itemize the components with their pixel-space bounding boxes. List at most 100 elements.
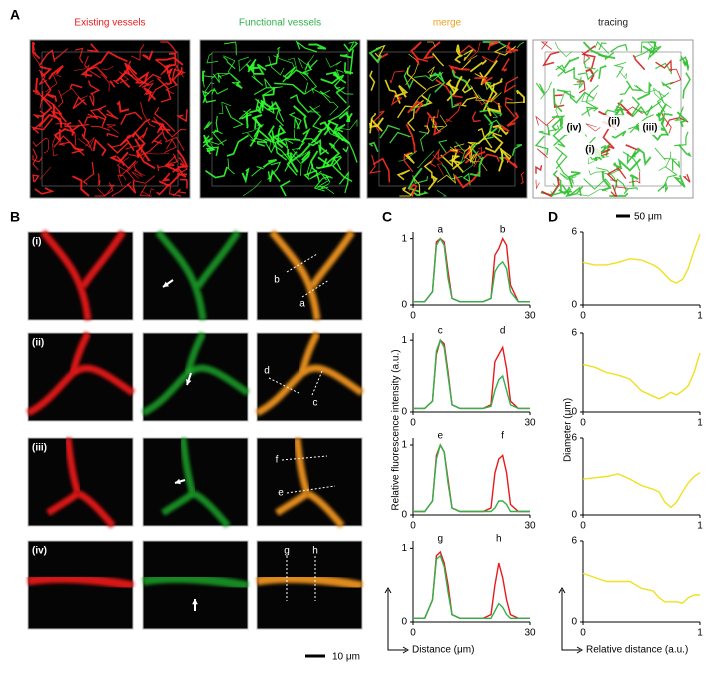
vessel: [547, 125, 560, 136]
vessel: [538, 124, 551, 136]
vessel: [569, 91, 595, 104]
x-tick-label: 30: [524, 418, 536, 429]
vessel: [206, 53, 219, 64]
vessel: [338, 110, 351, 121]
vessel: [109, 151, 129, 163]
vessel: [94, 182, 114, 197]
vessel: [59, 87, 88, 100]
vessel: [322, 173, 333, 183]
vessel: [414, 57, 429, 66]
vessel: [256, 140, 268, 147]
vessel: [120, 111, 143, 126]
vessel: [611, 130, 627, 139]
panel-label: B: [10, 209, 20, 225]
image-title: tracing: [598, 18, 628, 29]
x-tick-label: 1: [697, 628, 703, 639]
vessel: [426, 111, 442, 136]
vessel: [69, 83, 83, 89]
vessel: [583, 57, 596, 70]
vessel: [97, 184, 115, 197]
vessel: [573, 66, 585, 82]
vessel: [256, 574, 363, 591]
profile-label: e: [278, 488, 284, 499]
vessel: [594, 41, 610, 55]
vessel: [147, 82, 168, 102]
vessel: [674, 106, 684, 122]
vessel: [598, 42, 607, 51]
vessel: [585, 68, 595, 83]
vessel: [558, 186, 571, 195]
y-tick-label: 1: [401, 543, 407, 554]
vessel: [655, 59, 672, 72]
vessel: [339, 53, 352, 59]
vessel: [160, 41, 178, 54]
vessel: [141, 79, 155, 96]
vessel: [339, 119, 358, 131]
vessel: [473, 147, 482, 168]
vessel: [273, 55, 296, 70]
profile-label: h: [312, 546, 318, 557]
vessel: [176, 156, 188, 175]
vessel: [610, 184, 618, 197]
vessel: [582, 41, 616, 60]
vessel: [342, 146, 349, 153]
vessel: [161, 125, 187, 138]
vessel: [438, 139, 448, 154]
vessel: [307, 105, 321, 113]
vessel: [318, 183, 330, 190]
vessel: [161, 490, 196, 516]
vessel: [436, 190, 448, 197]
vessel: [403, 152, 415, 164]
vessel: [662, 165, 678, 189]
vessel: [422, 41, 441, 60]
data-line: [413, 236, 530, 303]
vessel: [275, 490, 310, 516]
scale-label: 50 μm: [634, 212, 662, 223]
vessel: [335, 86, 347, 104]
profile-line: [268, 377, 300, 394]
vessel: [97, 173, 101, 186]
x-tick-label: 0: [410, 521, 416, 532]
vessel: [480, 153, 500, 163]
vessel: [598, 64, 607, 79]
vessel: [535, 115, 558, 126]
vessel: [267, 125, 275, 142]
vessel: [647, 129, 669, 142]
vessel: [127, 118, 151, 139]
vessel: [401, 186, 414, 197]
vessel: [164, 77, 177, 95]
micro-image: (iii): [27, 437, 134, 529]
vessel: [39, 166, 51, 180]
vessel: [309, 170, 327, 181]
vessel: [131, 167, 143, 179]
vessel: [34, 93, 43, 109]
vessel: [52, 133, 59, 156]
vessel: [171, 66, 183, 86]
vessel: [623, 187, 638, 194]
vessel: [125, 143, 144, 155]
vessel: [264, 78, 283, 89]
vessel: [460, 96, 479, 107]
vessel: [516, 89, 525, 103]
vessel: [471, 150, 488, 172]
vessel: [661, 112, 673, 136]
vessel: [343, 62, 354, 74]
data-line: [582, 234, 701, 284]
vessel: [479, 109, 503, 117]
vessel: [682, 173, 691, 183]
vessel: [423, 160, 433, 179]
x-tick-label: 1: [697, 521, 703, 532]
vessel: [446, 101, 462, 123]
vessel: [601, 171, 612, 192]
vessel: [262, 158, 277, 169]
vessel: [142, 153, 170, 159]
vessel: [253, 63, 267, 75]
vessel: [289, 144, 311, 173]
vessel: [238, 108, 253, 120]
vessel: [128, 139, 162, 157]
vessel: [540, 41, 553, 50]
vessel: [279, 137, 294, 150]
vessel: [325, 71, 347, 84]
vessel: [498, 41, 510, 51]
